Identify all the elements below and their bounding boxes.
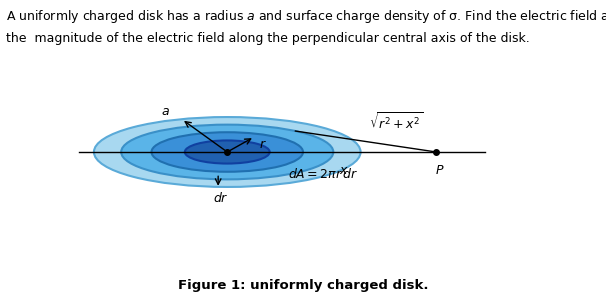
Ellipse shape xyxy=(121,125,333,179)
Text: $x$: $x$ xyxy=(339,164,349,177)
Text: the  magnitude of the electric field along the perpendicular central axis of the: the magnitude of the electric field alon… xyxy=(6,32,530,45)
Text: $r$: $r$ xyxy=(259,138,267,151)
Text: Figure 1: uniformly charged disk.: Figure 1: uniformly charged disk. xyxy=(178,279,428,292)
Ellipse shape xyxy=(94,117,361,187)
Text: $\sqrt{r^2+x^2}$: $\sqrt{r^2+x^2}$ xyxy=(369,111,423,133)
Text: $dr$: $dr$ xyxy=(213,191,229,205)
Text: A uniformly charged disk has a radius $a$ and surface charge density of σ. Find : A uniformly charged disk has a radius $a… xyxy=(6,8,606,25)
Text: $dA = 2\pi r\,dr$: $dA = 2\pi r\,dr$ xyxy=(288,167,358,181)
Text: P: P xyxy=(436,164,443,177)
Ellipse shape xyxy=(152,132,303,172)
Text: $a$: $a$ xyxy=(161,105,170,118)
Ellipse shape xyxy=(185,140,270,164)
